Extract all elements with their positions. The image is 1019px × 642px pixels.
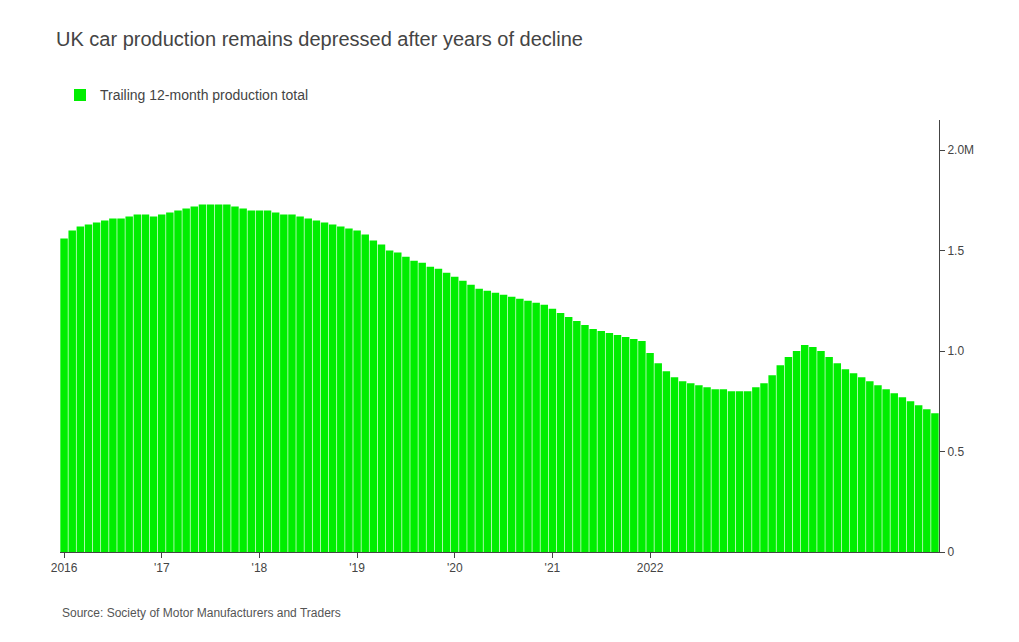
svg-text:1.0: 1.0 [947, 344, 964, 358]
svg-text:'20: '20 [447, 561, 463, 575]
svg-text:'18: '18 [252, 561, 268, 575]
svg-text:1.5: 1.5 [947, 244, 964, 258]
svg-text:0: 0 [947, 545, 954, 559]
svg-text:Trailing 12-month production t: Trailing 12-month production total [100, 87, 308, 103]
svg-text:0.5: 0.5 [947, 445, 964, 459]
svg-text:2.0M: 2.0M [947, 143, 974, 157]
svg-text:2016: 2016 [51, 561, 78, 575]
svg-text:Source: Society of Motor Manuf: Source: Society of Motor Manufacturers a… [62, 606, 341, 620]
svg-text:2022: 2022 [637, 561, 664, 575]
svg-text:'21: '21 [545, 561, 561, 575]
svg-text:'19: '19 [349, 561, 365, 575]
svg-text:'17: '17 [154, 561, 170, 575]
svg-text:UK car production remains depr: UK car production remains depressed afte… [56, 28, 583, 50]
